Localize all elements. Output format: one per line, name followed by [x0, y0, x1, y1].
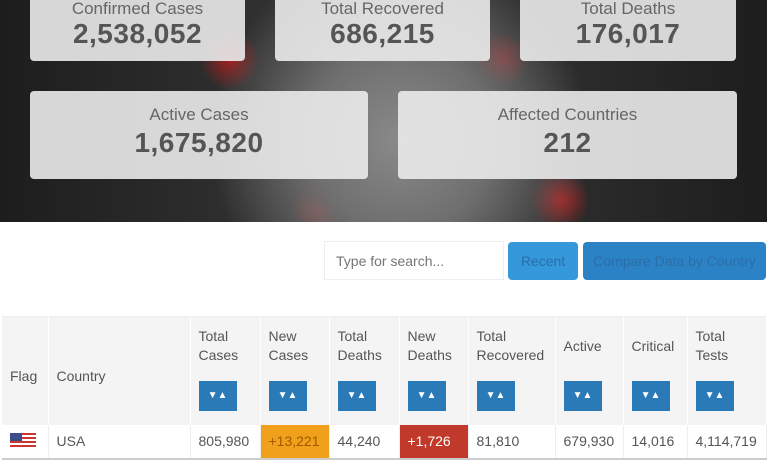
sort-icon[interactable]: ▼▲: [198, 381, 237, 411]
total-deaths-cell: 44,240: [329, 424, 400, 460]
sort-icon[interactable]: ▼▲: [563, 381, 602, 411]
stat-label: Confirmed Cases: [71, 0, 204, 18]
sort-icon[interactable]: ▼▲: [476, 381, 515, 411]
sort-icon[interactable]: ▼▲: [631, 381, 670, 411]
country-table: Flag Country Total Cases ▼▲ New Cases ▼▲ T…: [2, 316, 767, 460]
total-recovered-cell: 81,810: [468, 424, 556, 460]
new-cases-cell: +13,221: [260, 424, 330, 460]
stat-value: 176,017: [575, 18, 681, 49]
us-flag-icon: [10, 432, 36, 447]
stat-value: 2,538,052: [72, 18, 203, 49]
stat-value: 212: [543, 127, 592, 158]
stat-card-countries: Affected Countries 212: [398, 91, 737, 179]
stat-card-recovered: Total Recovered 686,215: [275, 0, 490, 61]
stat-card-deaths: Total Deaths 176,017: [520, 0, 736, 61]
header-flag: Flag: [2, 316, 49, 425]
stat-value: 1,675,820: [134, 127, 264, 158]
header-critical: Critical ▼▲: [623, 316, 688, 425]
sort-icon[interactable]: ▼▲: [407, 381, 446, 411]
new-deaths-cell: +1,726: [399, 424, 469, 460]
header-active: Active ▼▲: [555, 316, 624, 425]
header-total-cases: Total Cases ▼▲: [190, 316, 261, 425]
total-tests-cell: 4,114,719: [687, 424, 767, 460]
flag-cell: [2, 424, 49, 460]
stat-card-active: Active Cases 1,675,820: [30, 91, 368, 179]
compare-button[interactable]: Compare Data by Country: [583, 242, 766, 280]
header-total-deaths: Total Deaths ▼▲: [329, 316, 400, 425]
stat-label: Total Recovered: [321, 0, 444, 18]
active-cell: 679,930: [555, 424, 624, 460]
total-cases-cell: 805,980: [190, 424, 261, 460]
stat-label: Total Deaths: [580, 0, 676, 18]
table-header: Flag Country Total Cases ▼▲ New Cases ▼▲ T…: [2, 316, 767, 425]
country-cell: USA: [48, 424, 191, 460]
sort-icon[interactable]: ▼▲: [337, 381, 376, 411]
table-row[interactable]: USA 805,980 +13,221 44,240 +1,726 81,810…: [2, 424, 767, 460]
search-input[interactable]: [324, 241, 504, 280]
critical-cell: 14,016: [623, 424, 688, 460]
header-country: Country: [48, 316, 191, 425]
sort-icon[interactable]: ▼▲: [695, 381, 734, 411]
header-total-recovered: Total Recovered ▼▲: [468, 316, 556, 425]
sort-icon[interactable]: ▼▲: [268, 381, 307, 411]
stat-value: 686,215: [330, 18, 435, 49]
header-new-deaths: New Deaths ▼▲: [399, 316, 469, 425]
stat-card-confirmed: Confirmed Cases 2,538,052: [30, 0, 245, 61]
stat-label: Affected Countries: [497, 105, 638, 124]
header-new-cases: New Cases ▼▲: [260, 316, 330, 425]
recent-button[interactable]: Recent: [508, 242, 578, 280]
header-total-tests: Total Tests ▼▲: [687, 316, 767, 425]
hero-banner: Confirmed Cases 2,538,052 Total Recovere…: [0, 0, 767, 222]
stat-label: Active Cases: [149, 105, 249, 124]
